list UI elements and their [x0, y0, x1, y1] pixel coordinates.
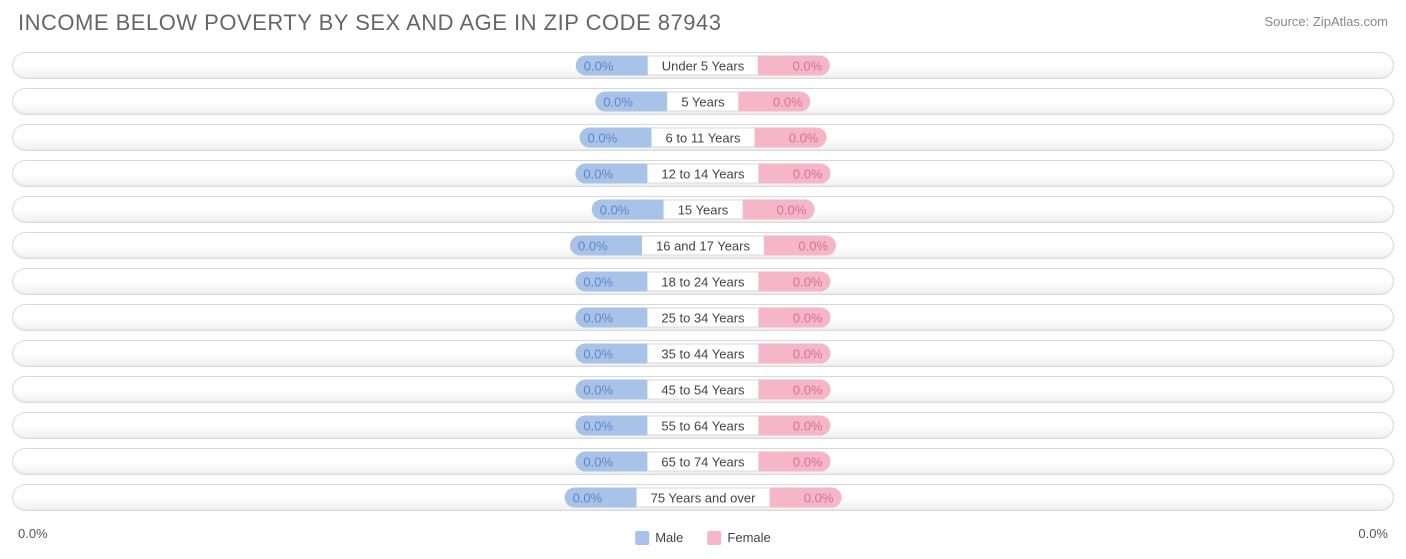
male-bar: 0.0%	[575, 344, 647, 364]
female-bar: 0.0%	[764, 236, 836, 256]
pyramid-row: 0.0%65 to 74 Years0.0%	[12, 448, 1394, 475]
legend-swatch-female	[707, 531, 721, 545]
age-label: 15 Years	[664, 200, 743, 220]
female-bar: 0.0%	[742, 200, 814, 220]
chart-area: 0.0%Under 5 Years0.0%0.0%5 Years0.0%0.0%…	[12, 52, 1394, 517]
pyramid-row: 0.0%16 and 17 Years0.0%	[12, 232, 1394, 259]
male-bar: 0.0%	[575, 164, 647, 184]
row-center-group: 0.0%75 Years and over0.0%	[565, 487, 842, 508]
row-center-group: 0.0%Under 5 Years0.0%	[576, 55, 830, 76]
male-bar: 0.0%	[575, 308, 647, 328]
age-label: 18 to 24 Years	[647, 272, 758, 292]
pyramid-row: 0.0%55 to 64 Years0.0%	[12, 412, 1394, 439]
male-bar: 0.0%	[595, 92, 667, 112]
age-label: 55 to 64 Years	[647, 416, 758, 436]
female-bar: 0.0%	[739, 92, 811, 112]
axis-label-left: 0.0%	[18, 526, 48, 541]
row-center-group: 0.0%55 to 64 Years0.0%	[575, 415, 830, 436]
pyramid-row: 0.0%6 to 11 Years0.0%	[12, 124, 1394, 151]
row-center-group: 0.0%18 to 24 Years0.0%	[575, 271, 830, 292]
male-bar: 0.0%	[575, 380, 647, 400]
row-center-group: 0.0%45 to 54 Years0.0%	[575, 379, 830, 400]
female-bar: 0.0%	[759, 308, 831, 328]
age-label: 35 to 44 Years	[647, 344, 758, 364]
female-bar: 0.0%	[759, 344, 831, 364]
row-center-group: 0.0%6 to 11 Years0.0%	[580, 127, 827, 148]
age-label: 16 and 17 Years	[642, 236, 764, 256]
female-bar: 0.0%	[769, 488, 841, 508]
male-bar: 0.0%	[575, 416, 647, 436]
male-bar: 0.0%	[576, 56, 648, 76]
male-bar: 0.0%	[580, 128, 652, 148]
axis-label-right: 0.0%	[1358, 526, 1388, 541]
age-label: 65 to 74 Years	[647, 452, 758, 472]
female-bar: 0.0%	[759, 272, 831, 292]
pyramid-row: 0.0%75 Years and over0.0%	[12, 484, 1394, 511]
legend-item-male: Male	[635, 530, 683, 545]
pyramid-row: 0.0%45 to 54 Years0.0%	[12, 376, 1394, 403]
legend-label-male: Male	[655, 530, 683, 545]
age-label: 6 to 11 Years	[652, 128, 755, 148]
female-bar: 0.0%	[759, 416, 831, 436]
pyramid-row: 0.0%15 Years0.0%	[12, 196, 1394, 223]
age-label: 45 to 54 Years	[647, 380, 758, 400]
row-center-group: 0.0%25 to 34 Years0.0%	[575, 307, 830, 328]
female-bar: 0.0%	[758, 56, 830, 76]
row-center-group: 0.0%15 Years0.0%	[592, 199, 815, 220]
male-bar: 0.0%	[592, 200, 664, 220]
legend: Male Female	[635, 530, 771, 545]
pyramid-row: 0.0%35 to 44 Years0.0%	[12, 340, 1394, 367]
age-label: 75 Years and over	[637, 488, 770, 508]
pyramid-row: 0.0%12 to 14 Years0.0%	[12, 160, 1394, 187]
male-bar: 0.0%	[570, 236, 642, 256]
source-attribution: Source: ZipAtlas.com	[1264, 14, 1388, 29]
age-label: 12 to 14 Years	[647, 164, 758, 184]
male-bar: 0.0%	[575, 272, 647, 292]
legend-swatch-male	[635, 531, 649, 545]
male-bar: 0.0%	[565, 488, 637, 508]
legend-item-female: Female	[707, 530, 770, 545]
row-center-group: 0.0%12 to 14 Years0.0%	[575, 163, 830, 184]
pyramid-row: 0.0%5 Years0.0%	[12, 88, 1394, 115]
female-bar: 0.0%	[759, 452, 831, 472]
age-label: Under 5 Years	[648, 56, 758, 76]
row-center-group: 0.0%65 to 74 Years0.0%	[575, 451, 830, 472]
pyramid-row: 0.0%18 to 24 Years0.0%	[12, 268, 1394, 295]
age-label: 5 Years	[667, 92, 738, 112]
chart-title: INCOME BELOW POVERTY BY SEX AND AGE IN Z…	[18, 10, 721, 36]
age-label: 25 to 34 Years	[647, 308, 758, 328]
row-center-group: 0.0%5 Years0.0%	[595, 91, 810, 112]
female-bar: 0.0%	[754, 128, 826, 148]
pyramid-row: 0.0%25 to 34 Years0.0%	[12, 304, 1394, 331]
pyramid-row: 0.0%Under 5 Years0.0%	[12, 52, 1394, 79]
female-bar: 0.0%	[759, 164, 831, 184]
female-bar: 0.0%	[759, 380, 831, 400]
legend-label-female: Female	[727, 530, 770, 545]
row-center-group: 0.0%16 and 17 Years0.0%	[570, 235, 836, 256]
male-bar: 0.0%	[575, 452, 647, 472]
row-center-group: 0.0%35 to 44 Years0.0%	[575, 343, 830, 364]
